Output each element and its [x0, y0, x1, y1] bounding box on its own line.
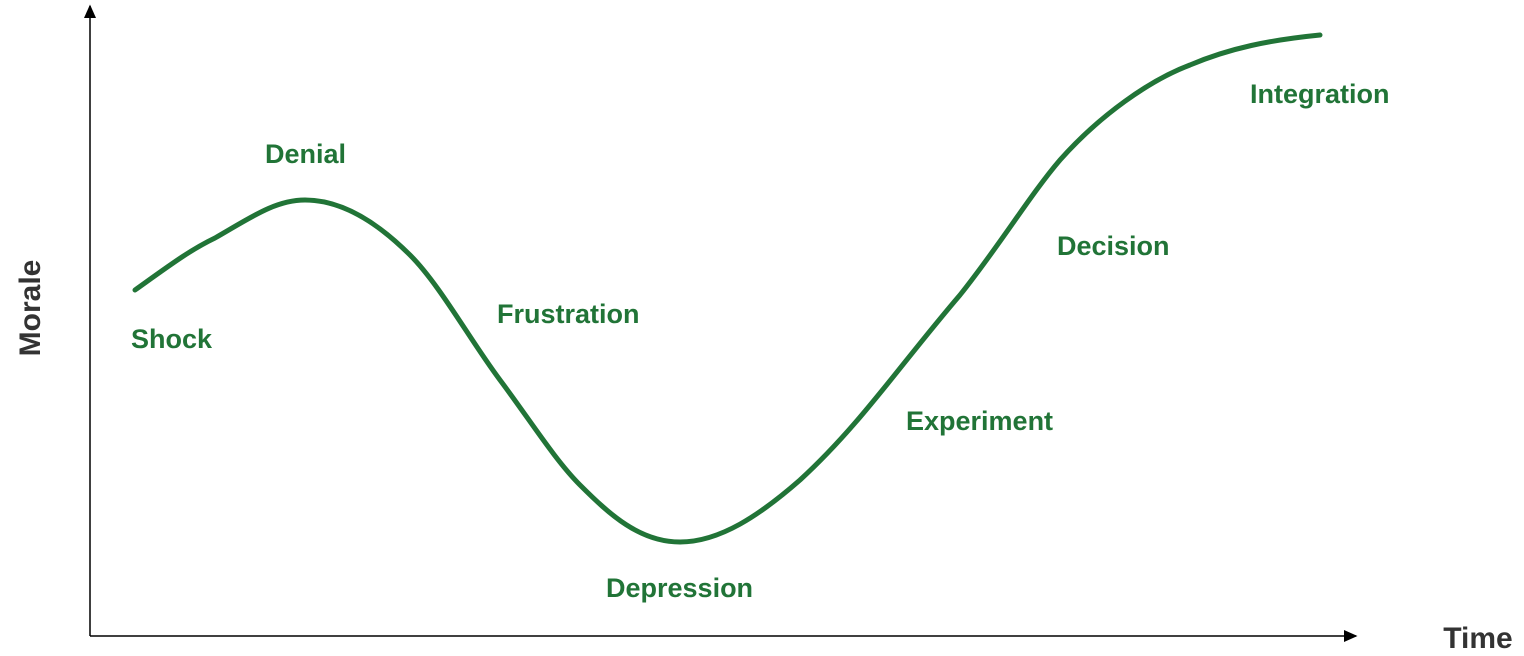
stage-label: Integration — [1250, 79, 1390, 109]
stage-label: Decision — [1057, 231, 1170, 261]
stage-label: Denial — [265, 139, 346, 169]
curve — [132, 32, 1323, 545]
stage-label: Shock — [131, 324, 213, 354]
x-axis-label: Time — [1443, 622, 1512, 655]
stage-label: Experiment — [906, 406, 1053, 436]
stage-label: Depression — [606, 573, 753, 603]
y-axis-label: Morale — [14, 260, 47, 357]
stage-label: Frustration — [497, 299, 640, 329]
